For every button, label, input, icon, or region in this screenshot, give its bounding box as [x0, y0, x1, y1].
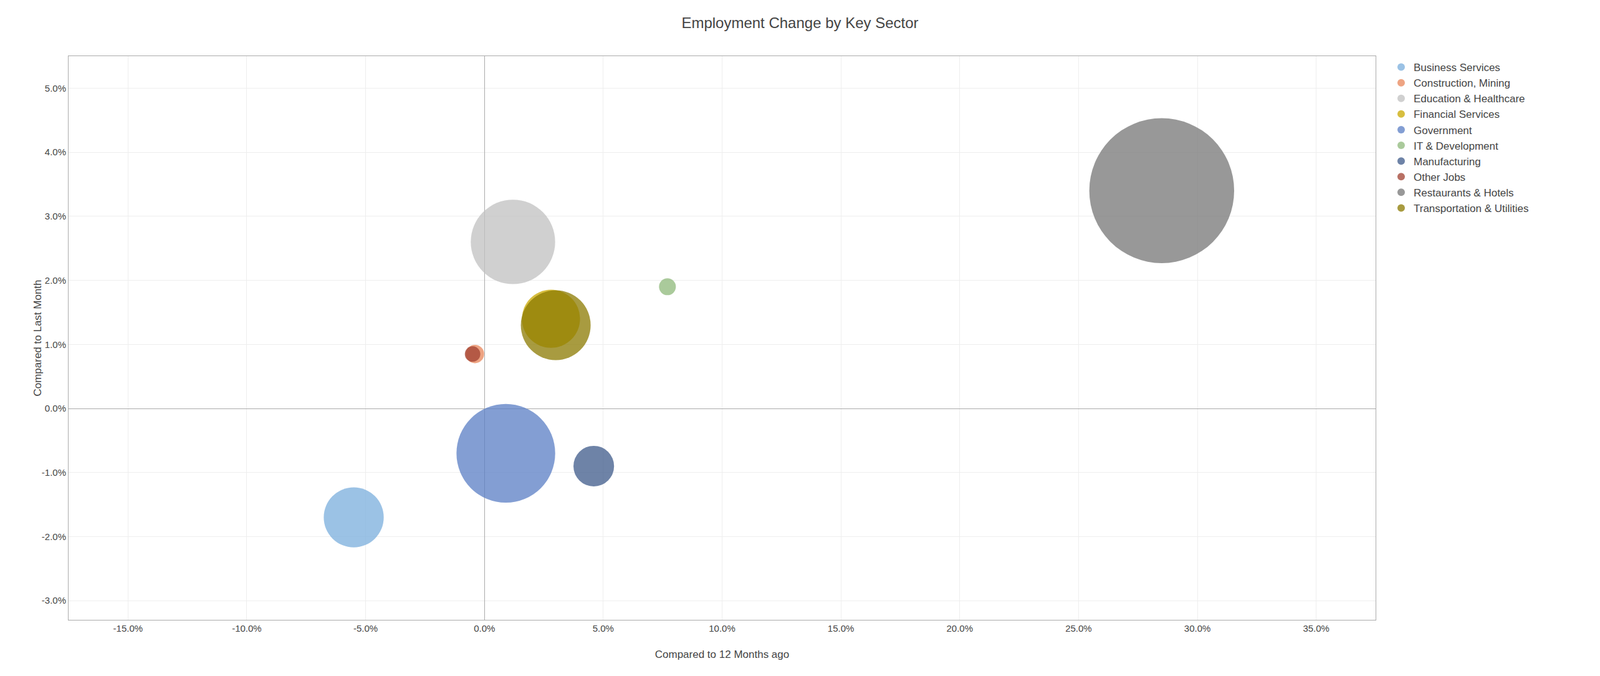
- svg-text:1.0%: 1.0%: [44, 339, 67, 350]
- svg-text:-5.0%: -5.0%: [353, 622, 378, 634]
- svg-text:35.0%: 35.0%: [1302, 622, 1330, 634]
- svg-text:2.0%: 2.0%: [44, 274, 67, 286]
- svg-text:Employment Change by Key Secto: Employment Change by Key Sector: [681, 14, 919, 32]
- svg-text:Compared to 12 Months ago: Compared to 12 Months ago: [655, 648, 790, 661]
- svg-text:-10.0%: -10.0%: [231, 622, 262, 634]
- svg-text:-15.0%: -15.0%: [113, 622, 144, 634]
- svg-text:Construction, Mining: Construction, Mining: [1413, 77, 1511, 90]
- svg-text:0.0%: 0.0%: [473, 622, 495, 634]
- svg-text:5.0%: 5.0%: [44, 82, 67, 94]
- svg-text:5.0%: 5.0%: [592, 622, 614, 634]
- svg-text:Other Jobs: Other Jobs: [1413, 171, 1466, 184]
- svg-text:0.0%: 0.0%: [44, 402, 67, 414]
- svg-text:4.0%: 4.0%: [44, 146, 67, 158]
- svg-text:15.0%: 15.0%: [827, 622, 855, 634]
- svg-text:Restaurants & Hotels: Restaurants & Hotels: [1413, 186, 1514, 199]
- svg-text:-2.0%: -2.0%: [41, 531, 67, 542]
- svg-text:Compared to Last Month: Compared to Last Month: [31, 279, 44, 396]
- svg-text:IT & Development: IT & Development: [1413, 140, 1499, 153]
- svg-text:Manufacturing: Manufacturing: [1413, 155, 1481, 168]
- svg-text:3.0%: 3.0%: [44, 210, 67, 222]
- svg-text:-1.0%: -1.0%: [41, 466, 67, 478]
- svg-text:Business Services: Business Services: [1413, 61, 1501, 74]
- svg-text:-3.0%: -3.0%: [41, 594, 67, 606]
- svg-text:10.0%: 10.0%: [708, 622, 736, 634]
- svg-text:Education & Healthcare: Education & Healthcare: [1413, 92, 1526, 105]
- svg-text:Financial Services: Financial Services: [1413, 108, 1500, 121]
- svg-text:30.0%: 30.0%: [1184, 622, 1212, 634]
- svg-text:Government: Government: [1413, 124, 1473, 137]
- svg-text:20.0%: 20.0%: [946, 622, 973, 634]
- svg-text:Transportation & Utilities: Transportation & Utilities: [1413, 202, 1529, 215]
- svg-text:25.0%: 25.0%: [1065, 622, 1093, 634]
